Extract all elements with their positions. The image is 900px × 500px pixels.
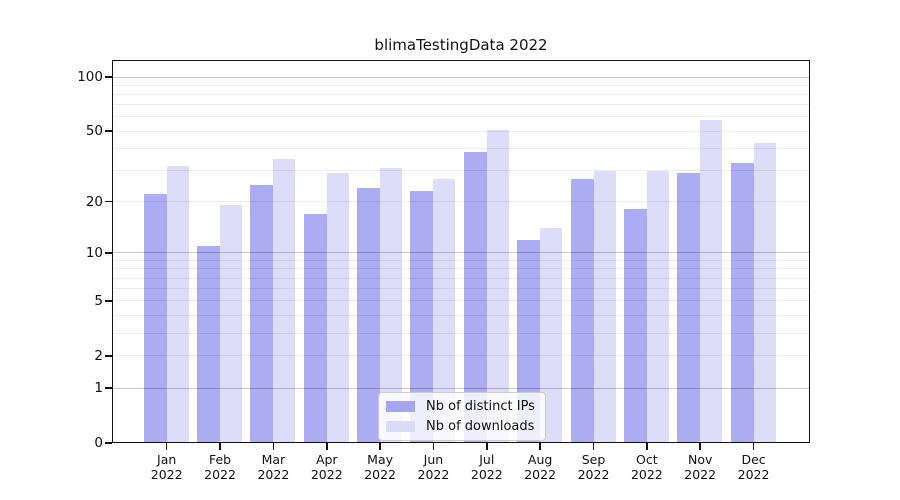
chart-title: blimaTestingData 2022 [374,36,548,54]
x-tick-label-sep: Sep 2022 [577,452,610,482]
bar-distinct-ips-feb [197,245,221,443]
y-tick-mark-100 [105,76,112,78]
x-tick-label-oct: Oct 2022 [630,452,663,482]
x-tick-mark-may [379,443,381,450]
x-tick-label-jan: Jan 2022 [150,452,183,482]
gridline-70 [112,104,810,106]
y-tick-mark-10 [105,252,112,254]
bar-distinct-ips-jun [410,190,434,443]
y-tick-mark-5 [105,300,112,302]
y-tick-label-20: 20 [85,193,103,210]
bar-downloads-aug [540,228,563,443]
legend-label-downloads: Nb of downloads [426,419,535,434]
bar-downloads-jul [486,129,509,443]
bar-downloads-sep [593,170,616,443]
bar-downloads-jun [433,178,456,443]
y-tick-mark-20 [105,200,112,203]
bar-distinct-ips-oct [623,209,647,443]
legend-row-distinct-ips: Nb of distinct IPs [386,399,535,414]
x-tick-label-feb: Feb 2022 [204,452,236,482]
legend-label-distinct-ips: Nb of distinct IPs [426,399,535,414]
gridline-20 [112,201,810,203]
y-tick-label-100: 100 [77,69,103,85]
gridline-6 [112,288,810,290]
bar-distinct-ips-dec [730,163,754,443]
x-tick-label-nov: Nov 2022 [684,452,717,482]
y-tick-label-50: 50 [85,123,103,140]
gridline-3 [112,332,810,334]
gridline-2 [112,355,810,357]
gridline-1 [112,387,810,389]
y-tick-mark-1 [105,387,112,389]
y-tick-mark-2 [105,355,112,357]
gridline-8 [112,268,810,270]
bar-downloads-nov [700,119,723,443]
x-tick-mark-jun [432,443,435,450]
x-tick-mark-dec [752,443,755,450]
gridline-5 [112,300,810,302]
x-tick-label-jun: Jun 2022 [417,452,450,482]
gridline-40 [112,148,810,149]
gridline-60 [112,116,810,118]
y-tick-label-10: 10 [85,244,103,261]
x-tick-label-jul: Jul 2022 [470,452,503,482]
x-tick-label-dec: Dec 2022 [737,452,770,482]
x-tick-mark-jan [165,443,168,450]
bar-downloads-oct [646,170,669,443]
gridline-30 [112,170,810,172]
x-tick-mark-nov [699,443,701,450]
x-tick-mark-aug [539,443,541,450]
bar-downloads-apr [326,173,349,443]
y-tick-mark-50 [105,130,112,132]
x-tick-mark-oct [646,443,648,450]
legend-swatch-downloads-icon [386,421,415,432]
plot-area: Nb of distinct IPs Nb of downloads [112,60,810,443]
x-tick-label-aug: Aug 2022 [524,452,557,482]
bar-distinct-ips-apr [303,213,327,443]
bar-downloads-feb [220,205,243,443]
gridline-7 [112,277,810,279]
gridline-90 [112,84,810,86]
bar-downloads-may [380,168,403,443]
y-tick-label-0: 0 [94,435,103,451]
x-tick-mark-sep [592,443,595,450]
gridline-100 [112,76,810,78]
gridline-9 [112,259,810,261]
bar-distinct-ips-jul [463,152,487,443]
bar-distinct-ips-mar [250,184,274,443]
legend-swatch-distinct-ips-icon [386,401,415,412]
y-tick-label-1: 1 [94,380,103,397]
y-tick-mark-0 [105,442,112,444]
bar-downloads-jan [166,165,189,443]
bar-distinct-ips-sep [570,178,594,443]
y-tick-label-2: 2 [94,347,103,364]
x-tick-label-apr: Apr 2022 [310,452,343,482]
x-tick-label-mar: Mar 2022 [257,452,290,482]
legend: Nb of distinct IPs Nb of downloads [378,392,546,441]
x-tick-label-may: May 2022 [364,452,396,482]
x-tick-mark-feb [219,443,221,450]
x-tick-mark-apr [325,443,328,450]
bar-downloads-dec [753,142,776,443]
gridline-10 [112,252,810,254]
x-tick-mark-jul [486,443,488,450]
gridline-50 [112,130,810,132]
legend-row-downloads: Nb of downloads [386,419,535,434]
y-tick-label-5: 5 [94,292,103,309]
bar-distinct-ips-may [357,187,381,443]
bar-downloads-mar [273,158,296,443]
bar-distinct-ips-jan [143,194,167,443]
gridline-80 [112,94,810,95]
bar-distinct-ips-nov [677,173,701,443]
gridline-4 [112,314,810,316]
x-tick-mark-mar [272,443,275,450]
